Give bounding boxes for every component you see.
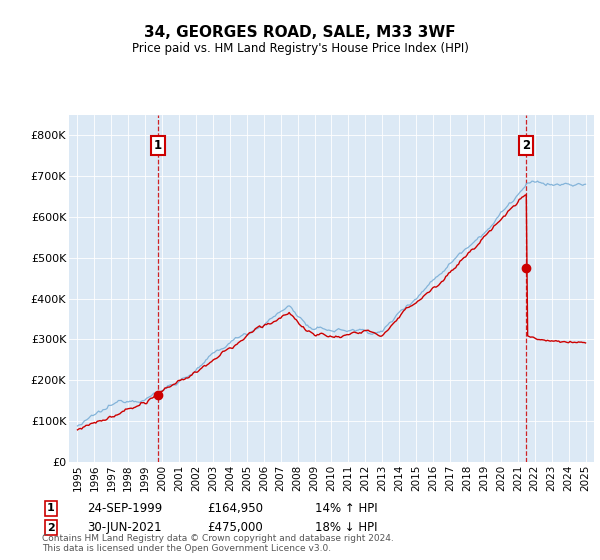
Text: 34, GEORGES ROAD, SALE, M33 3WF: 34, GEORGES ROAD, SALE, M33 3WF [144, 25, 456, 40]
Text: 14% ↑ HPI: 14% ↑ HPI [315, 502, 377, 515]
Text: 30-JUN-2021: 30-JUN-2021 [87, 521, 161, 534]
Text: 1: 1 [154, 139, 161, 152]
Text: Contains HM Land Registry data © Crown copyright and database right 2024.
This d: Contains HM Land Registry data © Crown c… [42, 534, 394, 553]
Text: 24-SEP-1999: 24-SEP-1999 [87, 502, 162, 515]
Text: 2: 2 [47, 522, 55, 533]
Text: 1: 1 [47, 503, 55, 514]
Text: 18% ↓ HPI: 18% ↓ HPI [315, 521, 377, 534]
Text: £164,950: £164,950 [207, 502, 263, 515]
Text: Price paid vs. HM Land Registry's House Price Index (HPI): Price paid vs. HM Land Registry's House … [131, 42, 469, 55]
Text: 2: 2 [522, 139, 530, 152]
Text: £475,000: £475,000 [207, 521, 263, 534]
